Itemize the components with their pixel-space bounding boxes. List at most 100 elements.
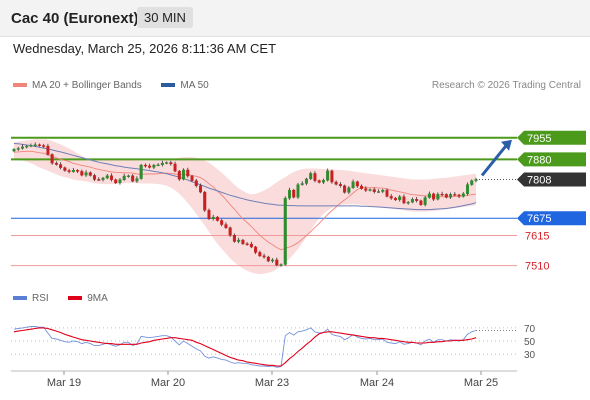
candle-down [114,179,118,184]
candle-up [279,264,283,266]
candle [258,250,262,258]
rsi-legend-label: RSI [32,293,49,304]
candle-up [351,181,355,188]
timestamp: Wednesday, March 25, 2026 8:11:36 AM CET [13,41,277,56]
candle [25,144,29,149]
candle [368,188,372,192]
candle-up [71,170,75,172]
candle [42,143,46,148]
forecast-arrow-shaft [480,144,508,177]
candle-down [343,185,347,193]
candle-down [228,227,232,236]
candle-up [398,196,402,201]
rsi-line [13,326,477,368]
candle-up [101,177,105,180]
candle-up [25,145,29,148]
candle [385,188,389,198]
candle-down [330,170,334,183]
candle-down [80,171,84,176]
candle [59,162,63,170]
candle [432,192,436,201]
candle [156,163,160,167]
level-tag-shape [517,152,586,167]
candle [296,182,300,199]
candle-down [232,234,236,242]
candle-up [427,193,431,198]
candle-down [360,185,364,189]
candle-down [393,197,397,201]
candle-up [326,170,330,181]
candle-up [165,162,169,164]
candle [360,184,364,190]
candle-down [198,185,203,193]
candle [338,182,342,188]
candle [436,192,440,201]
candle [152,163,156,170]
candle-down [194,180,198,186]
candle [80,169,84,177]
x-tick-label: Mar 24 [360,377,394,389]
rsi-panel: 70 50 30 [11,324,536,368]
candle-up [237,239,241,242]
candle-down [385,189,389,197]
candle [292,188,296,199]
candle-down [372,189,376,193]
level-tag-7675: 7675 [517,211,586,226]
candle [300,181,304,186]
candle-up [105,175,109,179]
candle [237,237,241,244]
candle [262,253,266,259]
candle-down [334,181,338,185]
candle [381,188,385,194]
candle-down [415,199,419,201]
candle [118,178,122,185]
candle-up [118,179,122,184]
candle [419,199,423,206]
candle [389,194,393,200]
candle-up [406,201,410,204]
candle [63,166,67,172]
candle-down [177,170,181,180]
candle-down [338,184,342,186]
candle [148,163,152,169]
candle-down [67,170,71,172]
candle-up [321,180,325,183]
candle-down [37,144,41,146]
candle-up [135,178,139,182]
candle-up [139,164,143,179]
x-tick-label: Mar 19 [47,377,81,389]
candle-down [402,196,406,204]
candle-down [440,193,444,196]
candle-up [20,146,24,149]
candle [215,215,219,222]
candle [271,258,275,263]
level-tag-shape [517,211,586,226]
candle-down [59,164,63,168]
candle [249,241,253,249]
candle [203,190,207,212]
candle-down [88,172,92,176]
candle-down [143,164,147,167]
candle [12,148,16,153]
candle-up [347,187,351,193]
candle [364,186,368,193]
candle [474,177,478,183]
candle [190,174,194,182]
candle [415,196,419,203]
candle-down [224,224,228,228]
candle-down [266,256,270,262]
candle [88,171,92,177]
candle [105,173,109,180]
level-tag-shape [517,130,586,145]
x-tick-label: Mar 23 [255,377,289,389]
candle-down [42,145,46,147]
timeframe-button[interactable]: 30 MIN [137,7,193,28]
candle [283,196,287,266]
candle-down [93,175,97,180]
candle-down [275,259,279,266]
rsi-legend-swatch [13,296,27,301]
candle-up [12,149,16,152]
candle [241,238,245,245]
candle-down [63,167,67,171]
